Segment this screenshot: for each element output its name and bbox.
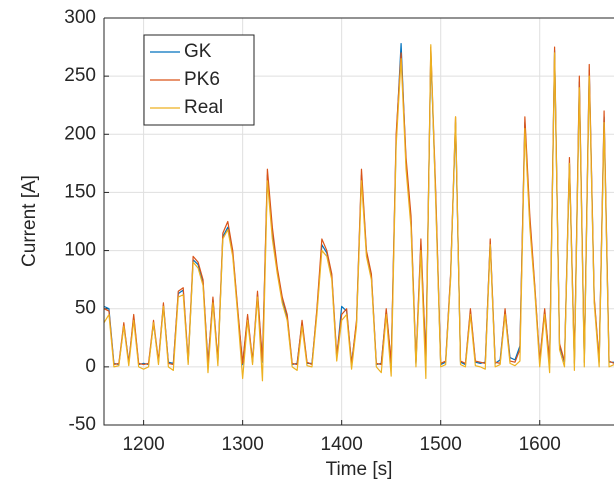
series-group (104, 42, 614, 382)
legend-label: GK (184, 41, 212, 62)
y-axis-label: Current [A] (19, 175, 40, 267)
x-tick-label: 1400 (321, 434, 363, 455)
x-tick-label: 1600 (519, 434, 561, 455)
y-tick-label: 0 (85, 356, 96, 377)
y-tick-label: 150 (64, 181, 96, 202)
y-tick-label: -50 (69, 414, 96, 435)
y-tick-label: 100 (64, 240, 96, 261)
y-tick-label: 250 (64, 65, 96, 86)
x-tick-label: 1200 (122, 434, 164, 455)
legend-label: PK6 (184, 69, 220, 90)
series-line (104, 44, 614, 382)
x-tick-label: 1300 (222, 434, 264, 455)
axis-frame (103, 17, 614, 426)
legend-label: Real (184, 97, 223, 118)
y-tick-label: 300 (64, 7, 96, 28)
x-tick-label: 1500 (420, 434, 462, 455)
y-tick-label: 50 (75, 298, 96, 319)
legend: GK PK6 Real (143, 34, 255, 126)
x-axis-label: Time [s] (326, 459, 393, 480)
y-tick-label: 200 (64, 123, 96, 144)
